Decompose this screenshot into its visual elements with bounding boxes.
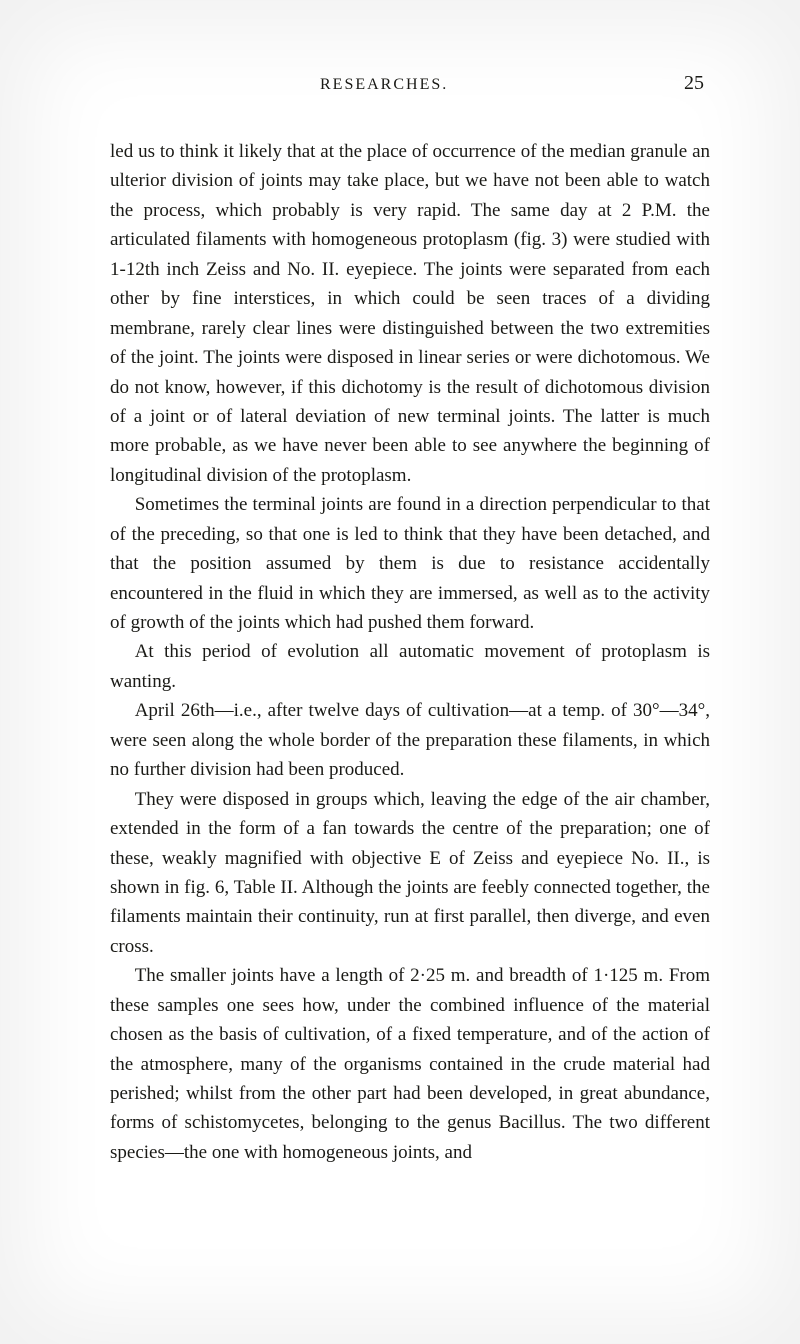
paragraph-1: led us to think it likely that at the pl… — [110, 137, 710, 490]
paragraph-4: April 26th—i.e., after twelve days of cu… — [110, 696, 710, 784]
paragraph-5: They were disposed in groups which, leav… — [110, 785, 710, 962]
paragraph-3: At this period of evolution all automati… — [110, 637, 710, 696]
scanned-page: RESEARCHES. 25 led us to think it likely… — [0, 0, 800, 1344]
page-number: 25 — [684, 72, 704, 95]
page-header: RESEARCHES. 25 — [110, 72, 710, 95]
paragraph-6: The smaller joints have a length of 2·25… — [110, 961, 710, 1167]
body-text: led us to think it likely that at the pl… — [110, 137, 710, 1167]
running-title: RESEARCHES. — [320, 76, 448, 94]
paragraph-2: Sometimes the terminal joints are found … — [110, 490, 710, 637]
